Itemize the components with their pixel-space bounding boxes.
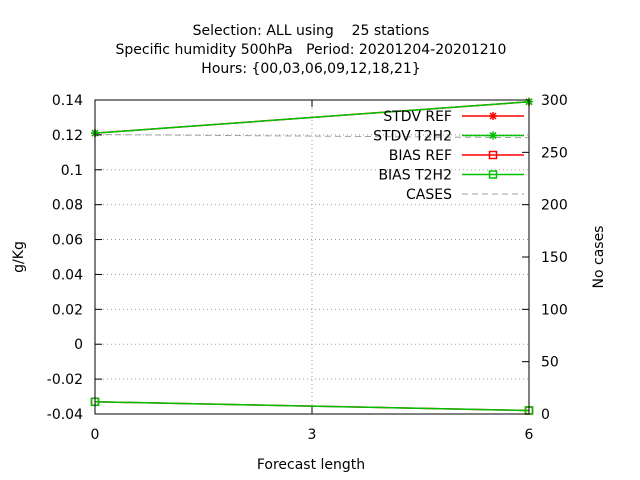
y2-axis-label: No cases [591, 226, 607, 289]
plot-area [90, 97, 534, 415]
legend-label: STDV REF [383, 109, 452, 125]
x-axis-label: Forecast length [257, 457, 365, 473]
legend-label: CASES [406, 187, 452, 203]
y-tick-label: 0.04 [52, 267, 83, 283]
y-tick-label: 0.02 [52, 302, 83, 318]
chart-title: Selection: ALL using 25 stations Specific… [116, 23, 507, 77]
legend: STDV REF STDV T2H2 BIAS REF BIAS T2H2 CASES [373, 109, 524, 203]
y2-tick-label: 0 [541, 407, 550, 423]
axis-ticks: 0.14 0.12 0.1 0.08 0.06 0.04 0.02 0 -0.02 -0.04 0 3… [47, 93, 568, 443]
legend-label: BIAS T2H2 [378, 168, 452, 184]
legend-marker [488, 150, 498, 160]
y-tick-label: 0.1 [61, 163, 83, 179]
y2-tick-label: 200 [541, 198, 568, 214]
chart-title-line: Hours: {00,03,06,09,12,18,21} [201, 61, 420, 77]
x-tick-label: 3 [308, 427, 317, 443]
y2-tick-label: 150 [541, 250, 568, 266]
legend-marker [489, 112, 497, 120]
series-line [94, 134, 530, 139]
x-tick-label: 6 [525, 427, 534, 443]
legend-label: BIAS REF [389, 148, 452, 164]
y-tick-label: 0.08 [52, 198, 83, 214]
series-line [94, 100, 530, 134]
y-tick-label: -0.04 [47, 407, 83, 423]
chart-title-line: Specific humidity 500hPa Period: 2020120… [116, 42, 507, 58]
y2-tick-label: 250 [541, 145, 568, 161]
series-line [94, 401, 530, 412]
x-tick-label: 0 [91, 427, 100, 443]
y2-tick-label: 300 [541, 93, 568, 109]
y-tick-label: 0 [74, 337, 83, 353]
chart-title-line: Selection: ALL using 25 stations [193, 23, 430, 39]
y-tick-label: -0.02 [47, 372, 83, 388]
legend-marker [488, 170, 498, 179]
legend-label: STDV T2H2 [373, 129, 452, 145]
y-tick-label: 0.14 [52, 93, 83, 109]
y-tick-label: 0.12 [52, 128, 83, 144]
y2-tick-label: 50 [541, 355, 559, 371]
y-axis-label: g/Kg [11, 241, 27, 273]
legend-marker [489, 131, 497, 140]
y2-tick-label: 100 [541, 302, 568, 318]
grid [95, 100, 529, 414]
y-tick-label: 0.06 [52, 233, 83, 249]
